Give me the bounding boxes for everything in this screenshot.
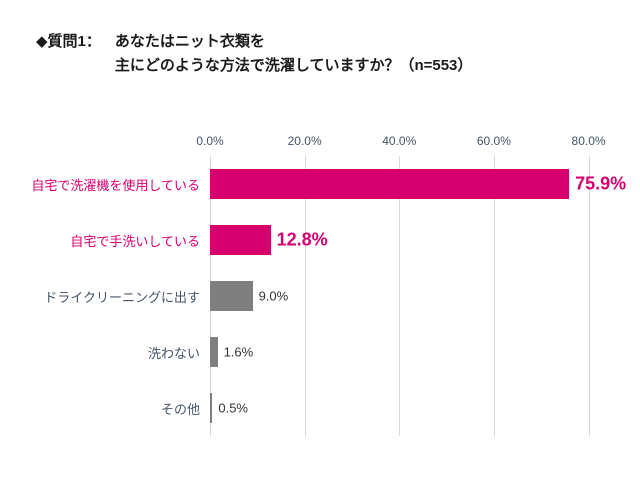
- title-prefix: ◆質問1：: [36, 33, 101, 50]
- title-line2: 主にどのような方法で洗濯していますか？（n=553）: [114, 57, 473, 74]
- category-label: その他: [160, 401, 200, 417]
- bar: [210, 281, 253, 311]
- category-label: 自宅で手洗いしている: [70, 233, 200, 249]
- bar-value-label: 75.9%: [575, 173, 627, 194]
- bar-value-label: 0.5%: [218, 400, 248, 416]
- x-tick-label: 40.0%: [382, 134, 417, 148]
- bar-chart: 0.0% 20.0% 40.0% 60.0% 80.0% 自宅で洗濯機を使用している 75.…: [0, 128, 640, 458]
- category-label: 洗わない: [147, 345, 200, 361]
- category-label: ドライクリーニングに出す: [44, 289, 200, 305]
- gridline: [588, 156, 590, 436]
- bar: [210, 393, 213, 423]
- bar-value-label: 9.0%: [258, 288, 289, 304]
- category-label: 自宅で洗濯機を使用している: [31, 177, 200, 193]
- x-tick-label: 20.0%: [287, 134, 322, 148]
- bar: [210, 169, 570, 199]
- chart-title: ◆質問1： あなたはニット衣類を 主にどのような方法で洗濯していますか？（n=5…: [36, 30, 472, 78]
- gridline: [493, 156, 495, 436]
- gridline: [304, 156, 306, 436]
- x-tick-label: 0.0%: [196, 134, 224, 148]
- x-tick-label: 80.0%: [571, 134, 606, 148]
- title-line1: あなたはニット衣類を: [114, 33, 265, 50]
- bar-value-label: 1.6%: [223, 344, 254, 360]
- bar: [210, 225, 271, 255]
- x-tick-label: 60.0%: [476, 134, 511, 148]
- bar: [210, 337, 218, 367]
- bar-value-label: 12.8%: [276, 229, 328, 250]
- gridline: [399, 156, 401, 436]
- title-question: あなたはニット衣類を 主にどのような方法で洗濯していますか？（n=553）: [115, 30, 473, 78]
